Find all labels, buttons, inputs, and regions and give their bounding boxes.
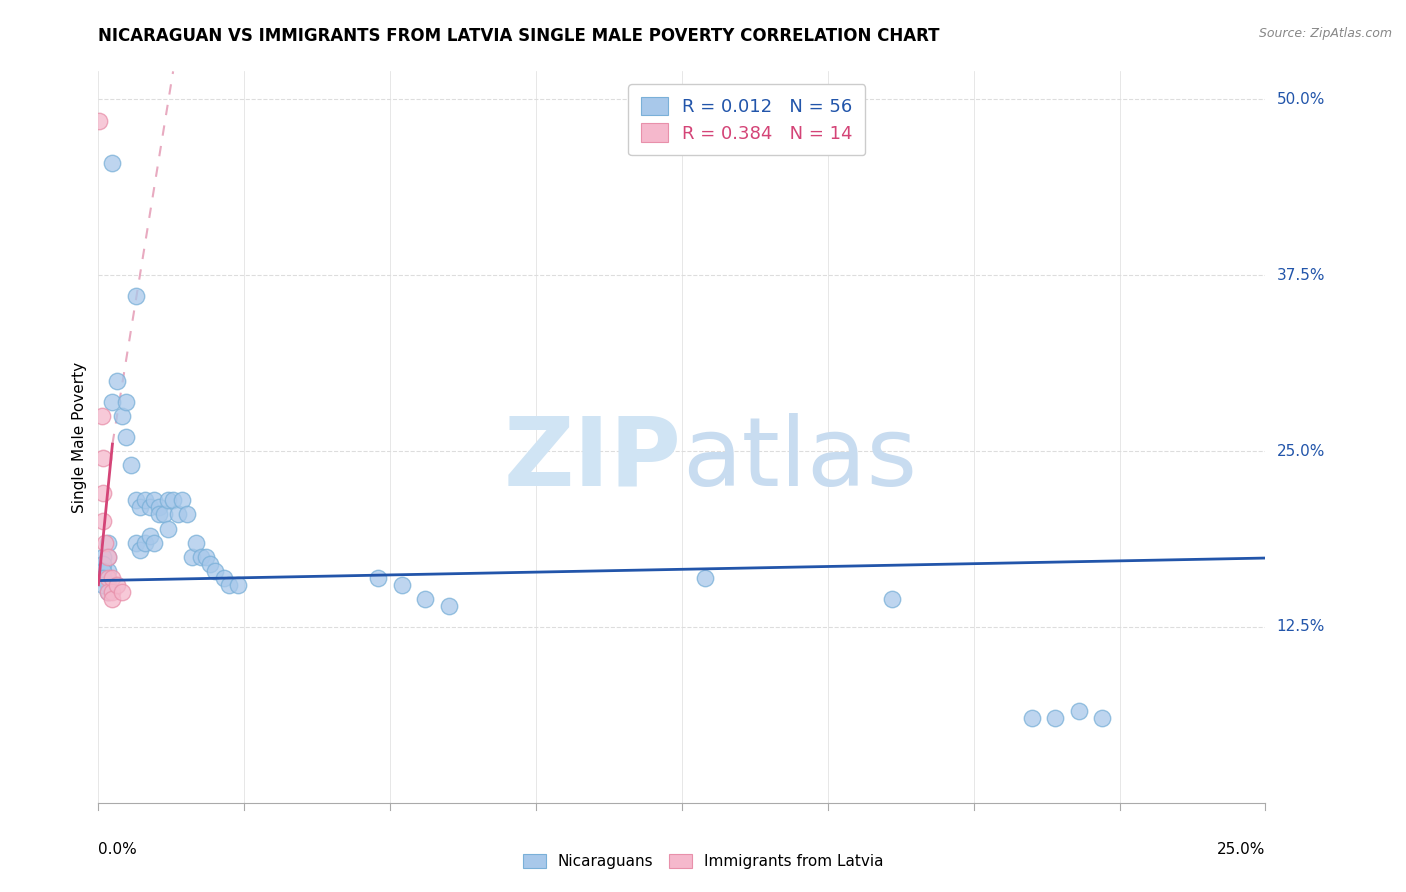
Text: atlas: atlas (682, 412, 917, 506)
Point (391, 578, 413, 592)
Point (1021, 711, 1043, 725)
Point (91, 549, 114, 564)
Text: 25.0%: 25.0% (1218, 842, 1265, 856)
Point (125, 289, 148, 303)
Point (97, 571, 120, 585)
Point (1045, 711, 1067, 725)
Y-axis label: Single Male Poverty: Single Male Poverty (72, 361, 87, 513)
Point (194, 549, 217, 564)
Text: 25.0%: 25.0% (1277, 443, 1324, 458)
Point (91, 564, 114, 578)
Point (91, 571, 114, 585)
Point (143, 493, 166, 508)
Point (91, 557, 114, 571)
Point (437, 599, 460, 613)
Point (97, 584, 120, 599)
Text: Source: ZipAtlas.com: Source: ZipAtlas.com (1258, 27, 1392, 40)
Point (97, 584, 120, 599)
Point (120, 458, 142, 473)
Point (111, 584, 134, 599)
Point (105, 374, 128, 388)
Point (125, 493, 148, 508)
Point (94, 535, 117, 549)
Point (1091, 711, 1114, 725)
Point (143, 535, 166, 549)
Point (186, 535, 208, 549)
Point (101, 591, 124, 606)
Legend: R = 0.012   N = 56, R = 0.384   N = 14: R = 0.012 N = 56, R = 0.384 N = 14 (628, 84, 866, 155)
Point (115, 395, 138, 409)
Point (152, 508, 174, 522)
Point (166, 508, 188, 522)
Point (148, 500, 170, 515)
Point (176, 508, 198, 522)
Text: 37.5%: 37.5% (1277, 268, 1324, 283)
Point (91, 451, 114, 466)
Point (139, 528, 162, 542)
Point (162, 493, 184, 508)
Point (172, 493, 194, 508)
Point (101, 571, 124, 585)
Point (214, 571, 236, 585)
Text: ZIP: ZIP (503, 412, 682, 506)
Point (97, 549, 120, 564)
Text: 12.5%: 12.5% (1277, 619, 1324, 634)
Point (218, 578, 240, 592)
Point (111, 409, 134, 423)
Point (139, 500, 162, 515)
Point (134, 493, 156, 508)
Point (91, 486, 114, 500)
Point (190, 549, 212, 564)
Point (695, 571, 717, 585)
Point (89, 113, 111, 128)
Point (367, 571, 389, 585)
Point (101, 584, 124, 599)
Point (91, 515, 114, 529)
Point (105, 578, 128, 592)
Point (204, 564, 226, 578)
Text: NICARAGUAN VS IMMIGRANTS FROM LATVIA SINGLE MALE POVERTY CORRELATION CHART: NICARAGUAN VS IMMIGRANTS FROM LATVIA SIN… (98, 27, 941, 45)
Point (413, 591, 436, 606)
Point (97, 564, 120, 578)
Point (91, 409, 114, 423)
Point (97, 535, 120, 549)
Point (97, 549, 120, 564)
Point (97, 578, 120, 592)
Point (101, 156, 124, 170)
Legend: Nicaraguans, Immigrants from Latvia: Nicaraguans, Immigrants from Latvia (516, 848, 890, 875)
Point (129, 500, 152, 515)
Point (91, 578, 114, 592)
Point (101, 395, 124, 409)
Point (157, 493, 180, 508)
Point (228, 578, 250, 592)
Text: 0.0%: 0.0% (98, 842, 138, 856)
Text: 50.0%: 50.0% (1277, 92, 1324, 107)
Point (157, 521, 180, 535)
Point (200, 557, 222, 571)
Point (134, 535, 156, 549)
Point (129, 542, 152, 557)
Point (880, 591, 903, 606)
Point (125, 535, 148, 549)
Point (1067, 705, 1090, 719)
Point (115, 430, 138, 444)
Point (180, 549, 202, 564)
Point (148, 508, 170, 522)
